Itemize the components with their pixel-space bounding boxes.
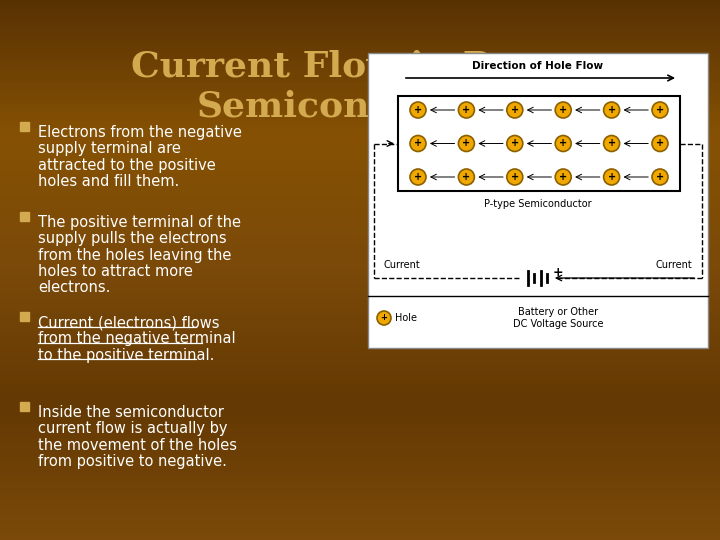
Circle shape xyxy=(410,102,426,118)
Text: +: + xyxy=(414,138,422,149)
Text: from the negative terminal: from the negative terminal xyxy=(38,331,235,346)
Circle shape xyxy=(377,311,391,325)
Circle shape xyxy=(652,136,668,152)
Bar xyxy=(20,402,29,411)
Text: +: + xyxy=(608,105,616,115)
Text: current flow is actually by: current flow is actually by xyxy=(38,421,228,436)
Text: +: + xyxy=(656,172,664,182)
Text: supply pulls the electrons: supply pulls the electrons xyxy=(38,231,227,246)
Text: +: + xyxy=(462,138,470,149)
Text: Current: Current xyxy=(384,260,420,270)
Text: +: + xyxy=(559,138,567,149)
Circle shape xyxy=(555,136,571,152)
Text: +: + xyxy=(462,105,470,115)
Text: Current Flow in P-type
Semiconductors: Current Flow in P-type Semiconductors xyxy=(131,50,589,124)
Text: Current (electrons) flows: Current (electrons) flows xyxy=(38,315,220,330)
Circle shape xyxy=(603,136,620,152)
Circle shape xyxy=(459,102,474,118)
Circle shape xyxy=(507,102,523,118)
Circle shape xyxy=(652,102,668,118)
Circle shape xyxy=(410,136,426,152)
Text: +: + xyxy=(608,138,616,149)
Circle shape xyxy=(652,169,668,185)
Text: Inside the semiconductor: Inside the semiconductor xyxy=(38,405,224,420)
Circle shape xyxy=(507,136,523,152)
Text: +: + xyxy=(414,172,422,182)
Text: +: + xyxy=(656,105,664,115)
Text: +: + xyxy=(656,138,664,149)
Circle shape xyxy=(459,169,474,185)
Bar xyxy=(20,212,29,221)
Text: Battery or Other
DC Voltage Source: Battery or Other DC Voltage Source xyxy=(513,307,603,329)
Text: +: + xyxy=(553,266,563,279)
Text: +: + xyxy=(608,172,616,182)
Circle shape xyxy=(459,136,474,152)
Text: electrons.: electrons. xyxy=(38,280,110,295)
Text: supply terminal are: supply terminal are xyxy=(38,141,181,156)
Text: to the positive terminal.: to the positive terminal. xyxy=(38,348,215,362)
Circle shape xyxy=(555,169,571,185)
Circle shape xyxy=(507,169,523,185)
Circle shape xyxy=(603,102,620,118)
Text: +: + xyxy=(510,138,519,149)
Text: attracted to the positive: attracted to the positive xyxy=(38,158,216,173)
Text: from the holes leaving the: from the holes leaving the xyxy=(38,247,231,262)
Text: The positive terminal of the: The positive terminal of the xyxy=(38,215,241,230)
Text: the movement of the holes: the movement of the holes xyxy=(38,437,237,453)
Circle shape xyxy=(603,169,620,185)
Text: Hole: Hole xyxy=(395,313,417,323)
Bar xyxy=(368,53,708,348)
Text: holes and fill them.: holes and fill them. xyxy=(38,174,179,189)
Bar xyxy=(20,122,29,131)
Text: from positive to negative.: from positive to negative. xyxy=(38,454,227,469)
Text: +: + xyxy=(414,105,422,115)
Circle shape xyxy=(555,102,571,118)
Text: Direction of Hole Flow: Direction of Hole Flow xyxy=(472,61,603,71)
Bar xyxy=(20,312,29,321)
Text: holes to attract more: holes to attract more xyxy=(38,264,193,279)
Circle shape xyxy=(410,169,426,185)
Bar xyxy=(398,96,680,191)
Text: Current: Current xyxy=(655,260,692,270)
Text: +: + xyxy=(510,105,519,115)
Text: Electrons from the negative: Electrons from the negative xyxy=(38,125,242,140)
Text: P-type Semiconductor: P-type Semiconductor xyxy=(484,199,592,209)
Text: +: + xyxy=(559,105,567,115)
Text: +: + xyxy=(559,172,567,182)
Text: +: + xyxy=(380,314,387,322)
Text: +: + xyxy=(510,172,519,182)
Text: +: + xyxy=(462,172,470,182)
